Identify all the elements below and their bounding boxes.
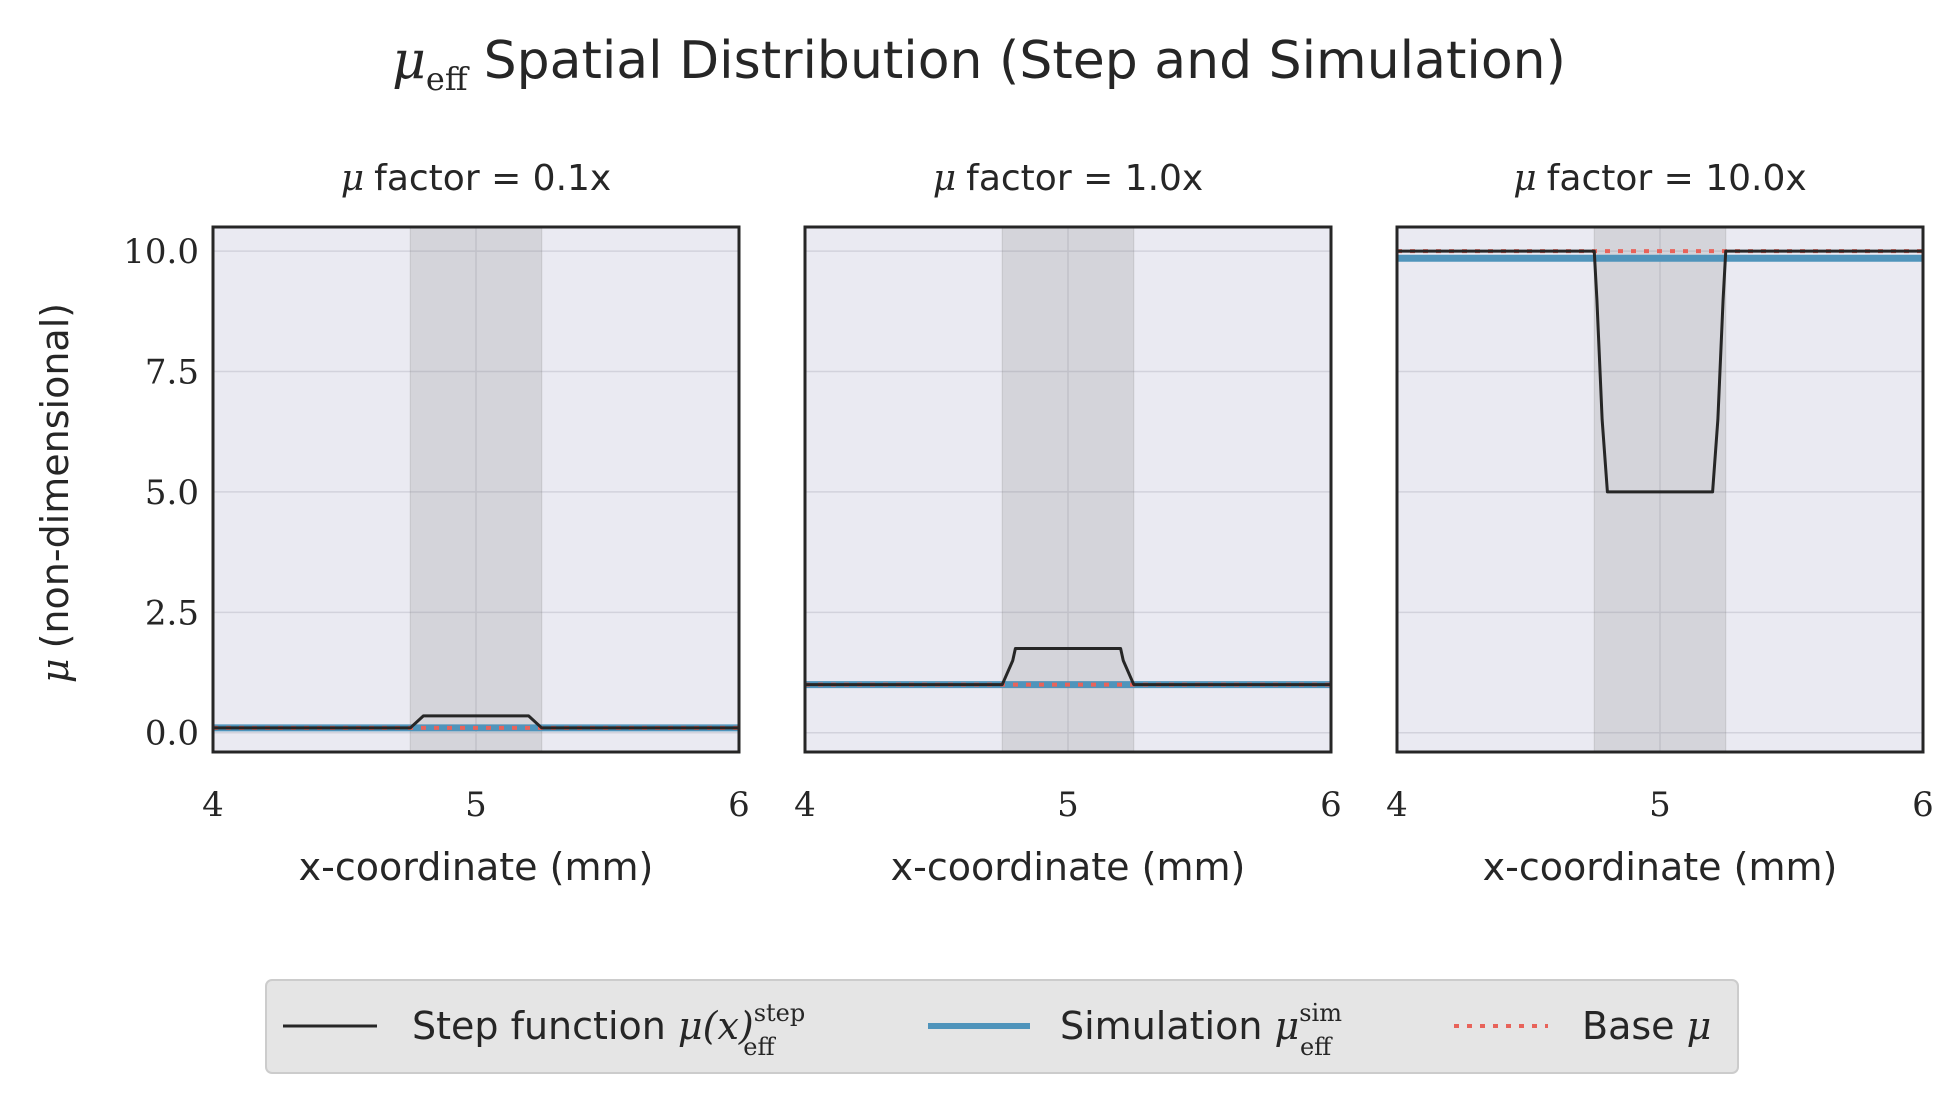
subplot-title-text: factor = 10.0x: [1547, 158, 1807, 199]
subplot-title-symbol: μ: [1513, 158, 1536, 199]
y-tick-label: 0.0: [145, 714, 199, 754]
axes-frame: [211, 225, 741, 754]
y-axis-label-symbol: μ: [33, 658, 77, 683]
x-axis-label: x-coordinate (mm): [1483, 845, 1838, 889]
series-step-line: [213, 714, 739, 730]
subplot-title-text: factor = 1.0x: [966, 158, 1203, 199]
subplot-2: 4 5 6 x-coordinate (mm) μ factor = 1.0x: [794, 158, 1342, 889]
x-tick-label: 6: [1320, 785, 1342, 825]
x-tick-label: 5: [1649, 785, 1671, 825]
x-tick-label: 6: [728, 785, 750, 825]
shaded-region: [1001, 226, 1135, 753]
legend-sim-label: Simulation μsim eff: [1060, 999, 1342, 1061]
x-tick-label: 4: [202, 785, 224, 825]
legend-base-label: Base μ: [1582, 1004, 1711, 1048]
subplot-1: 4 5 6 0.0 2.5 5.0 7.5 10.0 x-coordinate (mm) μ fac…: [123, 158, 750, 889]
x-tick-label: 5: [465, 785, 487, 825]
shaded-region: [409, 226, 543, 753]
y-tick-label: 5.0: [145, 473, 199, 513]
y-axis-label-text: (non-dimensional): [33, 303, 77, 648]
x-axis-label: x-coordinate (mm): [299, 845, 654, 889]
subplot-title-symbol: μ: [341, 158, 364, 199]
figure-title: μeff Spatial Distribution (Step and Simul…: [392, 31, 1566, 98]
subplot-title-text: factor = 0.1x: [374, 158, 611, 199]
legend-step-label: Step function μ(x)step eff: [412, 999, 805, 1061]
series-step-line: [1397, 249, 1923, 494]
subplot-3: 4 5 6 x-coordinate (mm) μ factor = 10.0x: [1386, 158, 1934, 889]
x-tick-label: 4: [794, 785, 816, 825]
subplot-title: μ factor = 1.0x: [933, 158, 1203, 199]
figure-title-symbol: μ: [392, 31, 426, 91]
y-tick-label: 2.5: [145, 593, 199, 633]
axes-frame: [1395, 225, 1925, 754]
series-step-line: [805, 646, 1331, 687]
x-tick-label: 6: [1912, 785, 1934, 825]
x-axis-label: x-coordinate (mm): [891, 845, 1246, 889]
legend: Step function μ(x)step eff Simulation μsi…: [265, 979, 1739, 1074]
x-tick-label: 4: [1386, 785, 1408, 825]
shaded-region: [1593, 226, 1727, 753]
y-axis-label: μ (non-dimensional): [33, 303, 77, 683]
axes-frame: [803, 225, 1333, 754]
y-tick-label: 7.5: [145, 352, 199, 392]
subplots: 4 5 60.02.55.07.510.0x-coordinate (mm)μ fac…: [123, 158, 1934, 889]
x-tick-label: 5: [1057, 785, 1079, 825]
subplot-title: μ factor = 0.1x: [341, 158, 611, 199]
subplot-title: μ factor = 10.0x: [1513, 158, 1806, 199]
figure-title-text: Spatial Distribution (Step and Simulatio…: [484, 31, 1566, 91]
y-tick-label: 10.0: [123, 232, 199, 272]
figure-title-subscript: eff: [426, 60, 470, 98]
subplot-title-symbol: μ: [933, 158, 956, 199]
